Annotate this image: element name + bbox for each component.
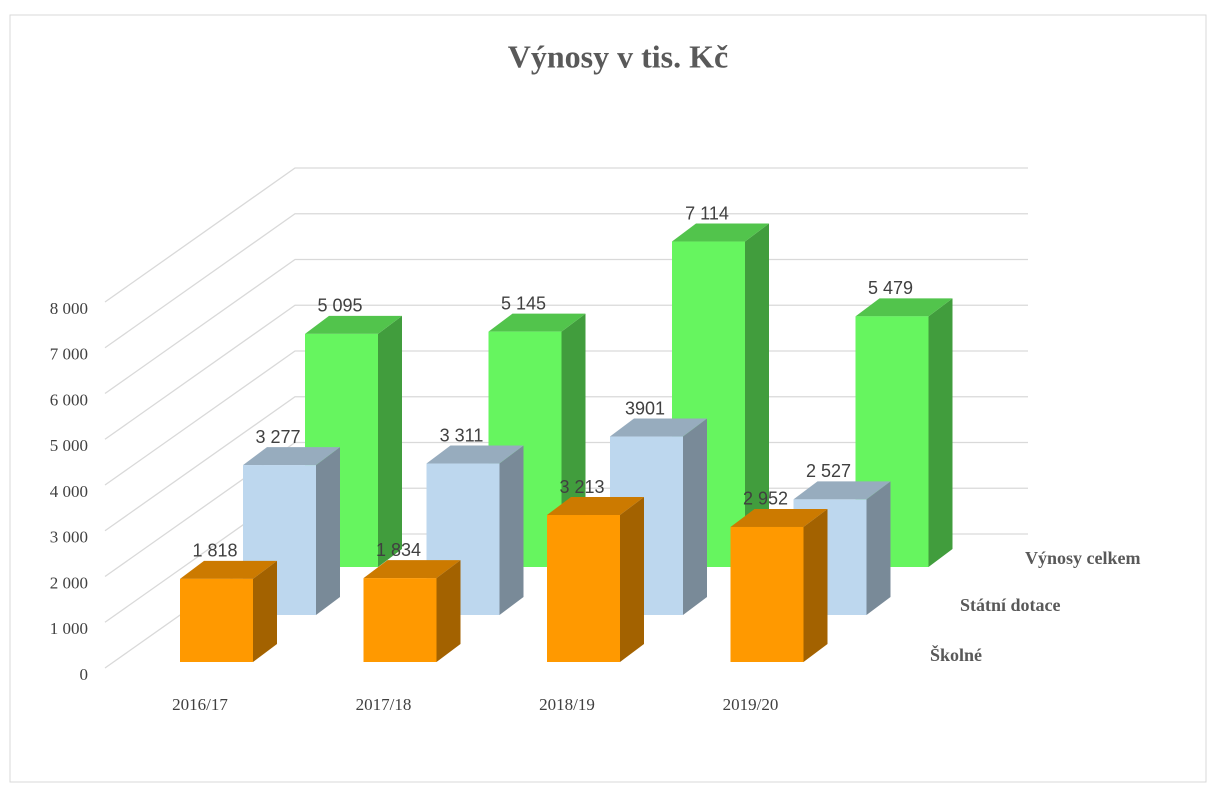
bar-side [866,481,891,615]
bar [363,578,437,662]
bar-side [316,447,340,615]
grid-line [104,167,1028,303]
bar-top [180,560,277,579]
chart-border [9,14,1207,783]
y-tick-label: 1 000 [50,619,88,638]
value-label: 3 213 [559,477,604,497]
bar-top [793,481,891,500]
value-label: 5 145 [501,293,546,313]
chart-title: Výnosy v tis. Kč [508,38,728,74]
y-tick-label: 4 000 [50,482,88,501]
grid-line [104,258,1028,395]
bar-top [610,418,707,437]
bar-side [683,418,707,615]
y-tick-label: 5 000 [50,436,88,455]
series-label: Výnosy celkem [1025,548,1141,568]
bar [547,515,620,662]
y-tick-label: 6 000 [50,390,88,409]
value-label: 3901 [625,398,665,418]
bar [180,578,253,662]
grid-line [104,213,1028,349]
value-label: 5 479 [868,278,913,298]
value-label: 7 114 [685,203,729,223]
series-label: Státní dotace [960,595,1061,615]
value-label: 1 818 [192,541,237,561]
value-label: 5 095 [317,296,362,316]
value-label: 2 952 [743,489,788,509]
grid-line [104,304,1028,440]
x-tick-label: 2017/18 [356,695,412,714]
bar-top [363,560,461,579]
grid-line [104,441,1028,578]
value-label: 2 527 [806,461,851,481]
value-label: 1 834 [376,540,421,560]
bar-side [803,508,828,662]
value-label: 3 311 [440,425,484,445]
bar-side [378,315,402,567]
bar-top [488,313,586,332]
bar-top [305,315,402,334]
grid-line [104,350,1028,486]
grid-line [104,396,1028,532]
y-tick-label: 3 000 [50,528,88,547]
bar-side [436,560,461,662]
y-tick-label: 7 000 [50,345,88,364]
y-tick-label: 2 000 [50,573,88,592]
y-tick-label: 8 000 [50,299,88,318]
bar-side [499,445,524,615]
bar-top [547,497,644,516]
x-tick-label: 2019/20 [723,695,779,714]
bar-top [672,223,769,242]
bar-side [928,298,953,567]
x-tick-label: 2016/17 [172,695,228,714]
bar-side [745,223,769,568]
bar-side [620,497,644,662]
y-tick-label: 0 [80,665,89,684]
bar-top [855,298,953,317]
bar [730,526,804,662]
x-tick-label: 2018/19 [539,695,595,714]
series-label: Školné [930,644,982,665]
value-label: 3 277 [255,427,300,447]
bar-side [253,560,277,662]
bar-top [426,445,524,464]
bar-top [243,447,340,466]
bar-top [730,508,828,527]
